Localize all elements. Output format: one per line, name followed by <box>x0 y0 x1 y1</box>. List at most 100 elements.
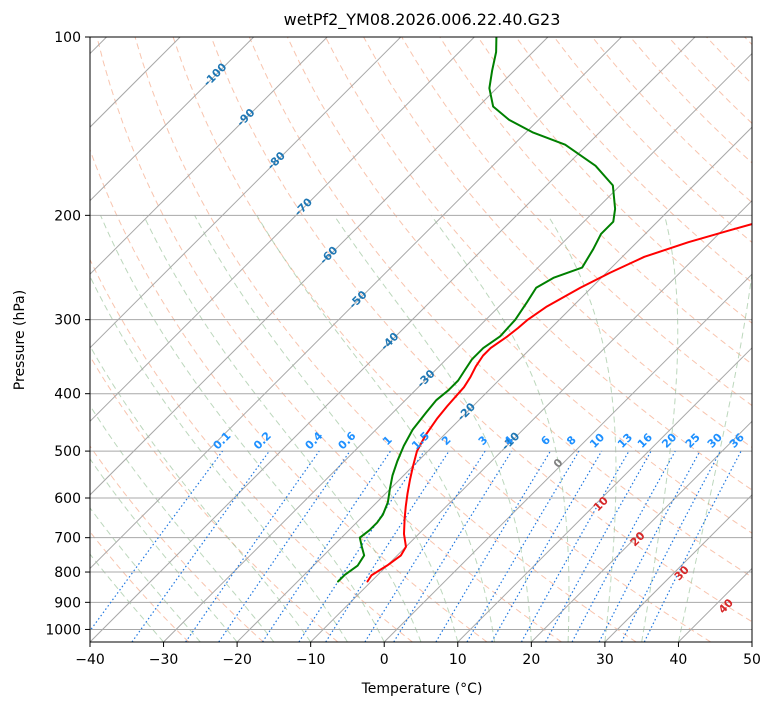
isotherm-line <box>236 126 752 642</box>
chart-title: wetPf2_YM08.2026.006.22.40.G23 <box>284 10 561 30</box>
isotherm-line <box>90 37 549 496</box>
dry-adiabat <box>286 37 752 534</box>
y-tick-label: 100 <box>54 30 81 46</box>
sounding-series <box>337 37 752 583</box>
moist-adiabat <box>641 215 679 642</box>
isotherm-line <box>90 37 255 202</box>
y-tick-label: 500 <box>54 444 81 460</box>
moist-adiabat <box>90 404 275 642</box>
mixing-ratio-label: 6 <box>538 433 553 448</box>
y-axis-label: Pressure (hPa) <box>12 290 28 390</box>
y-tick-label: 600 <box>54 491 81 507</box>
mixing-ratio-label: 3 <box>476 433 491 448</box>
x-tick-label: 20 <box>522 652 540 668</box>
isotherm-line <box>90 37 622 570</box>
mixing-ratio-label: 0.4 <box>303 429 326 452</box>
moist-adiabat <box>430 215 570 642</box>
mixing-ratio-label: 30 <box>705 430 725 450</box>
mixing-ratio-label: 2 <box>439 433 454 448</box>
x-tick-label: 10 <box>449 652 467 668</box>
moist-adiabat <box>90 553 164 642</box>
mixing-ratio-line <box>218 450 351 642</box>
y-tick-label: 900 <box>54 595 81 611</box>
isotherm-line <box>751 641 752 642</box>
y-tick-label: 800 <box>54 565 81 581</box>
dry-adiabat <box>210 37 752 623</box>
isotherm-line <box>310 199 752 642</box>
mixing-ratio-line <box>643 450 742 642</box>
mixing-ratio-label: 25 <box>683 431 703 451</box>
dry-adiabat <box>90 258 413 642</box>
mixing-ratio-label: 0.2 <box>251 429 274 452</box>
dry-adiabat <box>134 37 637 642</box>
mixing-ratio-line <box>131 450 270 642</box>
y-axis: 100 200 300 400 500 600 700 800 900 1000 <box>45 30 90 638</box>
dry-adiabat <box>90 148 488 642</box>
x-tick-label: −30 <box>149 652 179 668</box>
mixing-ratio-label: 0.6 <box>336 429 359 452</box>
y-tick-label: 700 <box>54 531 81 547</box>
moist-adiabat <box>547 215 617 642</box>
dewpoint-line <box>337 37 617 583</box>
mixing-ratio-line <box>325 450 450 642</box>
x-tick-label: −10 <box>296 652 326 668</box>
temperature-line <box>366 223 752 583</box>
y-tick-label: 200 <box>54 208 81 224</box>
y-tick-label: 1000 <box>45 622 81 638</box>
mixing-ratio-line <box>393 450 513 642</box>
mixing-ratio-line <box>435 450 552 642</box>
isotherm-line <box>383 273 752 642</box>
x-tick-label: 40 <box>670 652 688 668</box>
dry-adiabat <box>248 37 752 578</box>
isotherm-line <box>530 420 752 642</box>
dry-adiabat <box>515 37 752 284</box>
mixing-ratio-line <box>545 450 652 642</box>
mixing-ratio-label: 8 <box>564 433 579 448</box>
x-tick-label: −40 <box>75 652 105 668</box>
moist-adiabat <box>256 215 496 642</box>
moist-adiabat <box>333 215 532 642</box>
x-tick-label: 50 <box>743 652 761 668</box>
x-axis-label: Temperature (°C) <box>361 681 483 697</box>
isotherm-line <box>90 37 475 423</box>
moist-adiabat <box>194 215 459 642</box>
isotherm-line <box>678 567 752 642</box>
dry-adiabat <box>90 531 190 642</box>
x-tick-label: 30 <box>596 652 614 668</box>
y-tick-label: 300 <box>54 313 81 329</box>
moist-adiabat <box>90 458 238 642</box>
mixing-ratio-label: 36 <box>727 430 747 450</box>
dry-adiabat <box>668 37 752 125</box>
dry-adiabat <box>96 37 562 642</box>
dry-adiabat <box>744 37 752 46</box>
mixing-ratio-line <box>571 450 676 642</box>
mixing-ratio-label: 10 <box>587 430 607 450</box>
dry-adiabat <box>706 37 752 85</box>
theta-label: 10 <box>591 494 611 514</box>
dry-adiabat <box>90 445 264 642</box>
dry-adiabat <box>591 37 752 204</box>
moist-adiabat <box>143 215 422 642</box>
mixing-ratio-line <box>185 450 320 642</box>
mixing-ratio-label: 0.1 <box>211 429 234 452</box>
mixing-ratio-line <box>520 450 630 642</box>
x-axis: −40 −30 −20 −10 0 10 20 30 40 50 <box>75 642 761 668</box>
isotherm-line <box>604 494 752 642</box>
isotherm-line <box>90 37 402 349</box>
isotherm-line <box>163 52 752 642</box>
y-tick-label: 400 <box>54 387 81 403</box>
mixing-ratio-label: 1.5 <box>409 429 432 452</box>
mixing-ratio-label: 1 <box>380 433 395 448</box>
mixing-ratio-label: 20 <box>659 430 679 450</box>
x-tick-label: 0 <box>380 652 389 668</box>
dry-adiabat <box>553 37 752 244</box>
dry-adiabat <box>172 37 712 642</box>
moist-adiabat <box>90 345 312 642</box>
isotherm-line <box>457 347 752 642</box>
mixing-ratio-label: 13 <box>615 431 635 451</box>
dry-adiabat <box>439 37 752 365</box>
isotherm-line <box>90 37 328 275</box>
dry-adiabat <box>90 355 339 642</box>
mixing-ratio-line <box>598 450 701 642</box>
